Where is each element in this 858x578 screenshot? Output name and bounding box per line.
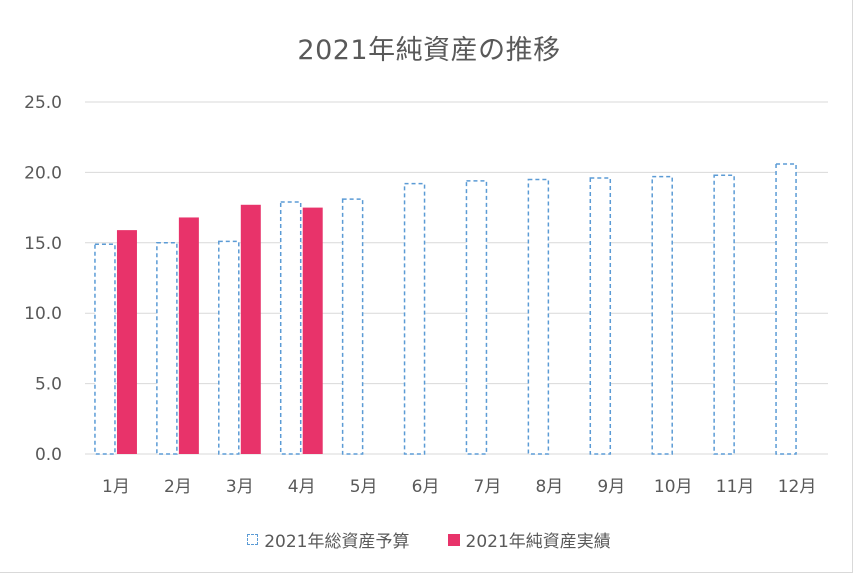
grid-lines <box>85 101 828 455</box>
bar-budget <box>341 198 364 455</box>
legend-item-actual: 2021年純資産実績 <box>447 527 611 552</box>
bar-actual <box>302 207 323 454</box>
x-tick-label: 2月 <box>164 477 192 497</box>
bar-budget <box>403 182 426 455</box>
bar-actual <box>116 230 137 454</box>
legend-item-budget: 2021年総資産予算 <box>247 527 410 552</box>
bar-budget <box>589 177 612 455</box>
x-tick-label: 5月 <box>350 477 378 497</box>
x-tick-label: 7月 <box>474 477 502 497</box>
legend-swatch-budget <box>247 534 259 545</box>
bar-budget <box>94 243 116 455</box>
bar-actual <box>240 204 261 454</box>
x-axis-ticks: 1月 2月 3月 4月 5月 6月 7月 8月 9月 10月 11月 12月 <box>102 477 816 497</box>
y-tick-label: 0.0 <box>35 445 62 465</box>
bar-budget <box>651 175 673 455</box>
bar-budget <box>279 201 302 455</box>
y-tick-label: 20.0 <box>24 163 62 183</box>
bars <box>94 163 797 455</box>
x-tick-label: 12月 <box>778 477 817 497</box>
x-tick-label: 4月 <box>288 477 316 497</box>
x-tick-label: 1月 <box>102 477 130 497</box>
x-tick-label: 3月 <box>226 477 254 497</box>
legend-label-budget: 2021年総資産予算 <box>264 532 410 552</box>
x-tick-label: 11月 <box>716 477 755 497</box>
y-axis-ticks: 0.0 5.0 10.0 15.0 20.0 25.0 <box>24 93 62 465</box>
x-tick-label: 6月 <box>412 477 440 497</box>
bar-budget <box>775 163 797 455</box>
y-tick-label: 25.0 <box>24 93 62 113</box>
bar-actual <box>178 217 199 454</box>
legend-swatch-actual <box>447 533 460 546</box>
y-tick-label: 5.0 <box>35 375 62 395</box>
chart-title: 2021年純資産の推移 <box>297 35 561 66</box>
y-tick-label: 10.0 <box>24 304 62 324</box>
bar-budget <box>713 174 735 455</box>
x-tick-label: 9月 <box>597 477 625 497</box>
x-tick-label: 8月 <box>535 477 563 497</box>
bar-budget <box>156 242 178 455</box>
legend: 2021年総資産予算 2021年純資産実績 <box>0 527 858 552</box>
bar-budget <box>465 180 488 455</box>
x-tick-label: 10月 <box>654 477 693 497</box>
y-tick-label: 15.0 <box>24 234 62 254</box>
bar-budget <box>527 178 550 455</box>
legend-label-actual: 2021年純資産実績 <box>465 532 611 552</box>
bar-budget <box>218 240 240 455</box>
